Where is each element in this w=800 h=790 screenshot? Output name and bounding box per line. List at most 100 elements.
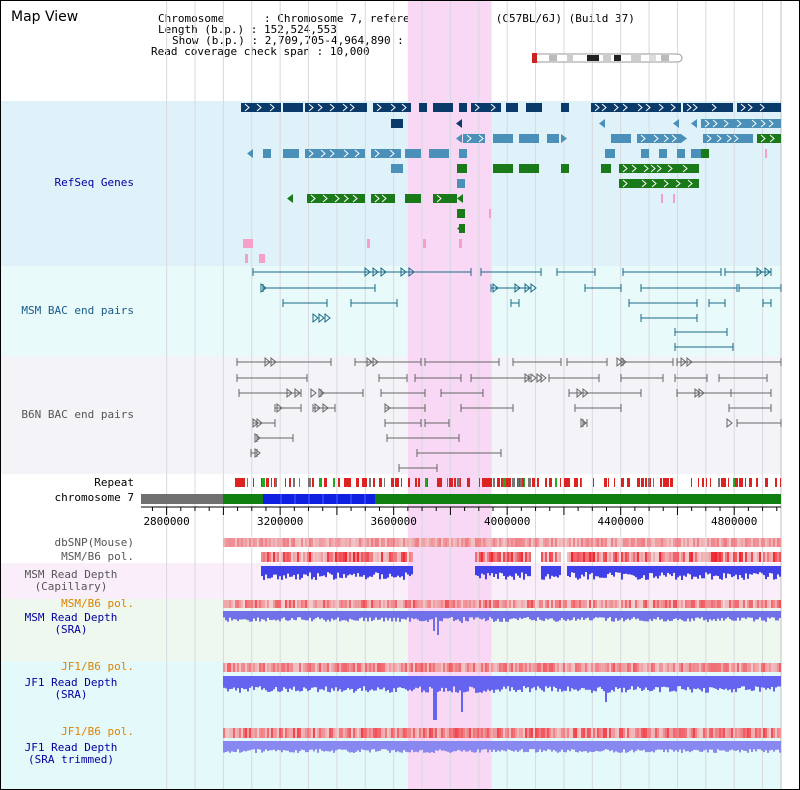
polymorphism-bin bbox=[365, 600, 367, 608]
read-depth-bin bbox=[379, 566, 381, 580]
polymorphism-bin bbox=[561, 663, 563, 672]
read-depth-bin bbox=[365, 741, 367, 751]
polymorphism-bin bbox=[655, 600, 657, 608]
read-depth-bin bbox=[339, 566, 341, 578]
gene-strand-arrow bbox=[769, 134, 775, 143]
bac-end-arrow bbox=[318, 312, 325, 324]
polymorphism-bin bbox=[551, 552, 553, 562]
polymorphism-bin bbox=[451, 728, 453, 738]
bac-end-arrow bbox=[384, 402, 391, 414]
polymorphism-bin bbox=[659, 663, 661, 672]
read-depth-bin bbox=[389, 611, 391, 619]
gene-feature bbox=[457, 164, 467, 173]
polymorphism-bin bbox=[505, 663, 507, 672]
read-depth-bin bbox=[641, 676, 643, 691]
polymorphism-bin bbox=[779, 663, 781, 672]
polymorphism-bin bbox=[483, 538, 485, 547]
read-depth-bin bbox=[731, 611, 733, 621]
polymorphism-bin bbox=[367, 663, 369, 672]
read-depth-bin bbox=[265, 566, 267, 575]
read-depth-bin bbox=[275, 611, 277, 621]
read-depth-bin bbox=[489, 566, 491, 576]
polymorphism-bin bbox=[579, 552, 581, 562]
repeat-element bbox=[262, 478, 265, 487]
polymorphism-bin bbox=[705, 728, 707, 738]
polymorphism-bin bbox=[575, 538, 577, 547]
polymorphism-bin bbox=[323, 538, 325, 547]
polymorphism-bin bbox=[661, 663, 663, 672]
polymorphism-bin bbox=[735, 600, 737, 608]
polymorphism-bin bbox=[361, 552, 363, 562]
read-depth-bin bbox=[377, 566, 379, 573]
polymorphism-bin bbox=[535, 538, 537, 547]
polymorphism-bin bbox=[285, 728, 287, 738]
repeat-element bbox=[346, 478, 349, 487]
read-depth-bin bbox=[691, 566, 693, 580]
label-jf1-pol-2: JF1/B6 pol. bbox=[61, 725, 134, 738]
polymorphism-bin bbox=[653, 728, 655, 738]
polymorphism-bin bbox=[351, 552, 353, 562]
polymorphism-bin bbox=[775, 538, 777, 547]
read-depth-bin bbox=[567, 676, 569, 687]
polymorphism-bin bbox=[327, 552, 329, 562]
polymorphism-bin bbox=[653, 663, 655, 672]
polymorphism-bin bbox=[449, 538, 451, 547]
read-depth-bin bbox=[255, 611, 257, 622]
polymorphism-bin bbox=[635, 728, 637, 738]
polymorphism-bin bbox=[511, 538, 513, 547]
polymorphism-bin bbox=[573, 600, 575, 608]
polymorphism-bin bbox=[713, 663, 715, 672]
polymorphism-bin bbox=[547, 600, 549, 608]
read-depth-bin bbox=[765, 566, 767, 580]
read-depth-bin bbox=[463, 611, 465, 618]
read-depth-bin bbox=[731, 676, 733, 693]
read-depth-bin bbox=[775, 741, 777, 750]
gene-strand-arrow bbox=[320, 149, 326, 158]
polymorphism-bin bbox=[403, 600, 405, 608]
read-depth-bin bbox=[695, 676, 697, 690]
ideogram-position-marker bbox=[532, 53, 537, 63]
repeat-element bbox=[663, 478, 666, 487]
polymorphism-bin bbox=[553, 663, 555, 672]
polymorphism-bin bbox=[755, 600, 757, 608]
read-depth-bin bbox=[769, 676, 771, 690]
read-depth-bin bbox=[553, 611, 555, 621]
read-depth-bin bbox=[469, 676, 471, 687]
show-label: Show (b.p.) bbox=[172, 34, 245, 47]
bac-end-arrow bbox=[322, 402, 329, 414]
read-depth-bin bbox=[509, 566, 511, 576]
repeat-element bbox=[290, 478, 291, 487]
polymorphism-bin bbox=[575, 728, 577, 738]
polymorphism-bin bbox=[315, 538, 317, 547]
polymorphism-bin bbox=[345, 663, 347, 672]
polymorphism-bin bbox=[567, 552, 569, 562]
polymorphism-bin bbox=[243, 663, 245, 672]
polymorphism-bin bbox=[501, 663, 503, 672]
repeat-element bbox=[581, 478, 582, 487]
read-depth-bin bbox=[349, 676, 351, 690]
read-depth-bin bbox=[723, 676, 725, 690]
read-depth-bin bbox=[257, 741, 259, 750]
polymorphism-bin bbox=[707, 538, 709, 547]
read-depth-bin bbox=[667, 566, 669, 573]
gene-feature bbox=[307, 194, 365, 203]
repeat-element bbox=[261, 478, 262, 487]
read-depth-bin bbox=[403, 676, 405, 689]
polymorphism-bin bbox=[739, 552, 741, 562]
gene-feature bbox=[673, 194, 675, 203]
polymorphism-bin bbox=[679, 600, 681, 608]
gene-strand-arrow bbox=[594, 103, 600, 112]
polymorphism-bin bbox=[669, 728, 671, 738]
read-depth-bin bbox=[527, 611, 529, 618]
polymorphism-bin bbox=[575, 600, 577, 608]
read-depth-bin bbox=[747, 676, 749, 690]
polymorphism-bin bbox=[619, 552, 621, 562]
polymorphism-bin bbox=[583, 600, 585, 608]
polymorphism-bin bbox=[287, 600, 289, 608]
polymorphism-bin bbox=[491, 552, 493, 562]
polymorphism-bin bbox=[343, 600, 345, 608]
read-depth-bin bbox=[377, 676, 379, 688]
read-depth-bin bbox=[613, 566, 615, 577]
polymorphism-bin bbox=[619, 538, 621, 547]
